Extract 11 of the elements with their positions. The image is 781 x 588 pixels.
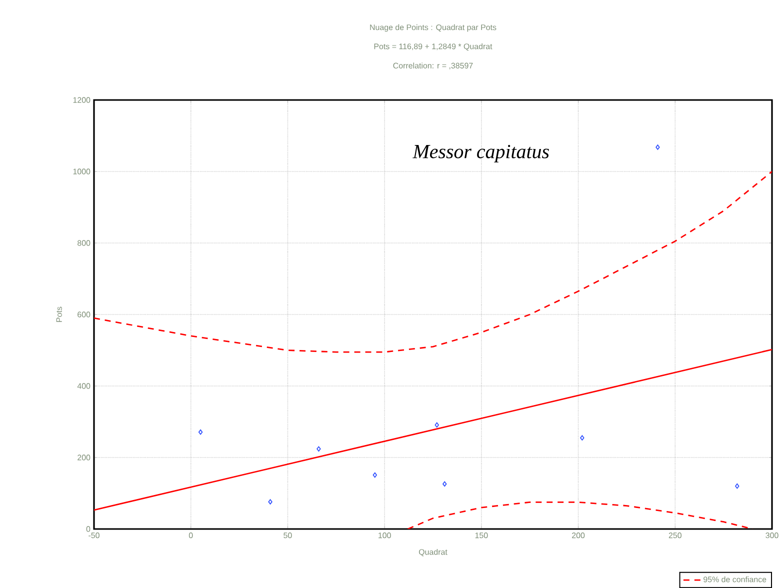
point: [735, 483, 740, 489]
point: [316, 446, 321, 452]
point: [268, 499, 272, 504]
point: [580, 435, 584, 440]
point: [372, 472, 377, 478]
point: [434, 422, 439, 428]
annotation: Messor capitatus: [412, 144, 549, 162]
point: [198, 429, 203, 435]
point: [442, 481, 447, 487]
line-series: [94, 170, 772, 353]
point: [656, 144, 660, 150]
